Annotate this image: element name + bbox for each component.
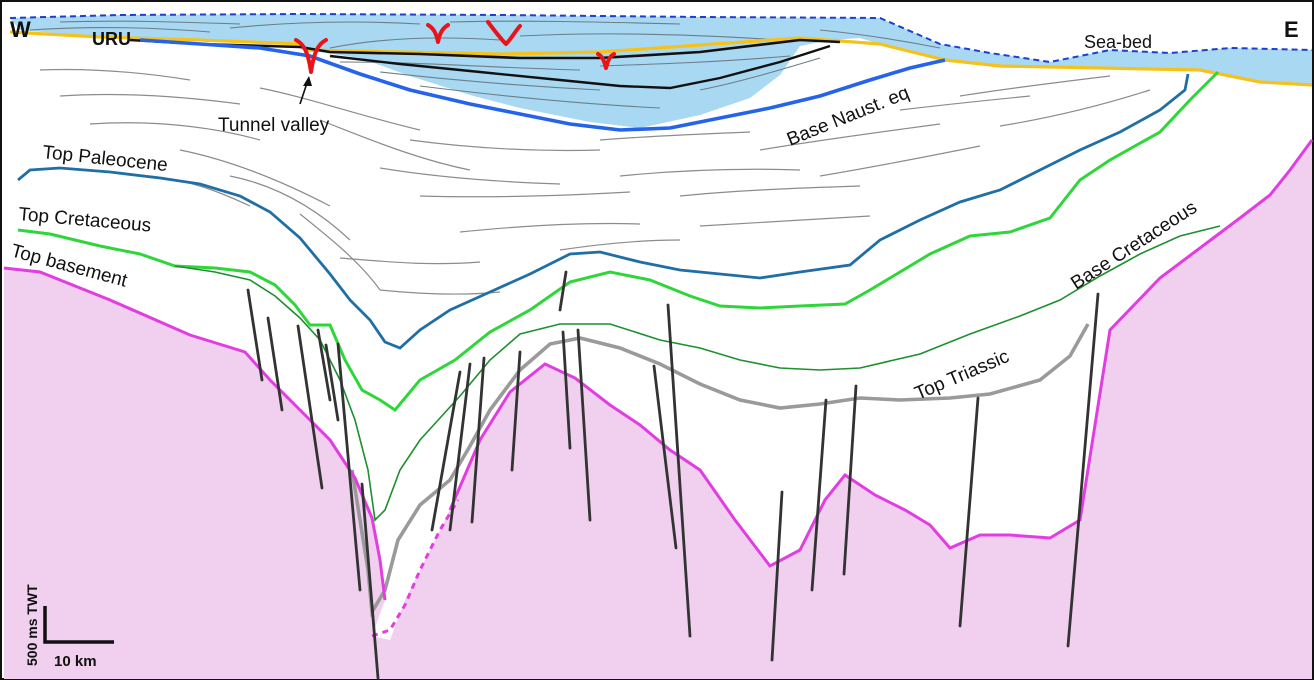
fault — [246, 288, 264, 382]
uru-line — [9, 30, 1313, 87]
fault — [448, 362, 472, 532]
tunnel-valley-symbol — [294, 38, 328, 74]
fault — [296, 324, 324, 490]
fault — [666, 303, 692, 638]
scale-vertical-label: 500 ms TWT — [24, 584, 40, 666]
uru-label: URU — [92, 29, 131, 49]
tunnel-valley-symbol — [486, 20, 522, 46]
sea-bed-line — [9, 12, 1313, 64]
fault — [958, 396, 980, 628]
fault — [360, 482, 380, 680]
fault — [510, 350, 522, 472]
fault — [770, 490, 784, 662]
sea-water — [10, 14, 1312, 128]
top-triassic-line — [350, 323, 1090, 618]
fault — [842, 384, 858, 576]
fault — [430, 370, 462, 532]
fault — [470, 356, 486, 524]
sea-bed-label: Sea-bed — [1084, 32, 1152, 52]
top-paleocene-line — [17, 73, 1190, 350]
scale-bar-lines — [43, 606, 114, 644]
paleogene-reflectors — [39, 68, 1151, 295]
fault — [324, 343, 340, 422]
fault — [561, 330, 572, 450]
top-triassic-inferred — [371, 499, 460, 638]
basement-fill — [4, 140, 1312, 679]
fault — [266, 316, 284, 412]
naust-reflectors — [29, 20, 941, 109]
top-cretaceous-line — [17, 70, 1220, 412]
base-naust-line — [139, 38, 946, 132]
tunnel-valley-symbols — [294, 20, 616, 74]
tunnel-valley-label: Tunnel valley — [218, 115, 330, 136]
intra-naust-horizon-upper — [129, 38, 841, 60]
fault — [336, 342, 362, 592]
tunnel-valley-symbol — [596, 52, 616, 70]
fault — [810, 398, 828, 592]
fault — [576, 328, 592, 522]
scale-bar: 500 ms TWT 10 km — [24, 584, 114, 670]
faults — [246, 270, 1100, 680]
tunnel-valley-arrow — [299, 76, 312, 105]
top-basement-line — [3, 139, 1314, 601]
east-label: E — [1284, 17, 1299, 42]
scale-horizontal-label: 10 km — [54, 653, 97, 670]
tunnel-valley-symbol — [426, 23, 450, 44]
fault — [316, 328, 332, 402]
fault — [652, 364, 678, 550]
intra-naust-horizon-lower — [329, 44, 831, 90]
fault — [1066, 292, 1100, 648]
west-label: W — [10, 17, 31, 42]
fault — [558, 270, 568, 312]
